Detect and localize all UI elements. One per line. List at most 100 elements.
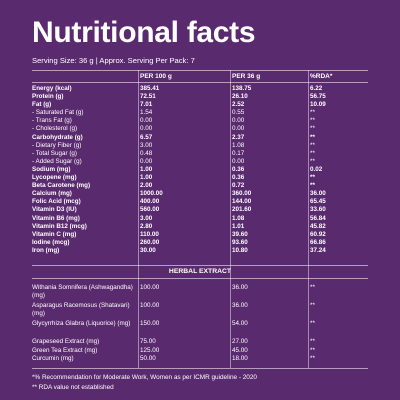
nutrient-name: - Saturated Fat (g) — [32, 109, 84, 117]
per-36g-value: 0.17 — [232, 149, 245, 157]
table-row: Vitamin D3 (IU) 560.00 201.60 33.60 — [32, 206, 368, 214]
rda-value: ** — [310, 109, 315, 117]
per-100g-value: 30.00 — [140, 246, 156, 254]
nutrient-name: Folic Acid (mcg) — [32, 198, 81, 206]
table-row: - Total Sugar (g) 0.48 0.17 ** — [32, 150, 368, 158]
per-100g-value: 50.00 — [140, 355, 156, 363]
per-36g-value: 0.36 — [232, 165, 245, 173]
rda-value: 6.22 — [310, 85, 323, 92]
column-divider — [230, 70, 231, 368]
per-36g-value: 0.00 — [232, 157, 245, 165]
header-nutrient — [32, 71, 140, 82]
herbal-name: Grapeseed Extract (mg) — [32, 338, 100, 345]
per-100g-value: 0.00 — [140, 125, 153, 133]
herbal-name: Curcumin (mg) — [32, 355, 74, 363]
herbal-name: Green Tea Extract (mg) — [32, 346, 98, 354]
rda-value: 37.24 — [310, 246, 326, 254]
herbal-name: Glycyrrhiza Glabra (Liquorice) (mg) — [32, 320, 131, 327]
rda-value: 33.60 — [310, 206, 326, 214]
table-row: Vitamin C (mg) 110.00 39.60 60.92 — [32, 231, 368, 239]
nutrient-name: - Total Sugar (g) — [32, 149, 78, 157]
per-100g-value: 110.00 — [140, 230, 159, 238]
per-100g-value: 260.00 — [140, 238, 160, 246]
per-36g-value: 360.00 — [232, 190, 252, 198]
nutrient-name: - Cholesterol (g) — [32, 125, 78, 133]
per-100g-value: 3.00 — [140, 141, 153, 149]
per-36g-value: 1.08 — [232, 141, 245, 149]
herbal-extract-heading: HERBAL EXTRACT — [32, 265, 368, 279]
per-36g-value: 2.37 — [232, 133, 245, 141]
nutrient-name: Vitamin C (mg) — [32, 230, 77, 238]
per-36g-value: 27.00 — [232, 338, 248, 345]
per-36g-value: 36.00 — [232, 302, 248, 309]
per-100g-value: 1.00 — [140, 174, 153, 182]
per-36g-value: 144.00 — [232, 198, 252, 206]
per-36g-value: 93.60 — [232, 238, 248, 246]
rda-value: ** — [310, 157, 315, 165]
nutrient-name: Fat (g) — [32, 101, 52, 109]
table-row: - Dietary Fiber (g) 3.00 1.08 ** — [32, 142, 368, 150]
rda-value: 56.84 — [310, 214, 326, 222]
table-header: PER 100 g PER 36 g %RDA* — [32, 70, 368, 83]
per-36g-value: 1.01 — [232, 222, 245, 230]
nutrient-name: Vitamin B12 (mcg) — [32, 222, 87, 230]
column-divider — [138, 70, 139, 368]
table-row: Sodium (mg) 1.00 0.36 0.02 — [32, 166, 368, 174]
table-row: Beta Carotene (mg) 2.00 0.72 ** — [32, 182, 368, 190]
herbal-name: Asparagus Racemosus (Shatavari) (mg) — [32, 302, 130, 318]
rda-value: ** — [310, 338, 315, 345]
rda-value: ** — [310, 141, 315, 149]
header-rda: %RDA* — [310, 73, 333, 80]
serving-info: Serving Size: 36 g | Approx. Serving Per… — [32, 56, 195, 65]
per-100g-value: 2.00 — [140, 182, 153, 190]
rda-value: 10.09 — [310, 101, 326, 109]
per-100g-value: 100.00 — [140, 302, 160, 309]
herbal-rows: Withania Somnifera (Ashwagandha) (mg) 100… — [32, 284, 368, 364]
header-per-100g: PER 100 g — [140, 73, 172, 80]
rda-value: ** — [310, 133, 315, 141]
nutrient-name: - Dietary Fiber (g) — [32, 141, 82, 149]
footnote-rda: *% Recommendation for Moderate Work, Wom… — [32, 374, 257, 381]
footer-divider — [32, 368, 368, 369]
herbal-row: Glycyrrhiza Glabra (Liquorice) (mg) 150.0… — [32, 320, 368, 338]
rda-value: ** — [310, 149, 315, 157]
per-100g-value: 1000.00 — [140, 190, 163, 198]
table-row: Calcium (mg) 1000.00 360.00 36.00 — [32, 190, 368, 198]
per-100g-value: 100.00 — [140, 284, 160, 291]
nutrient-name: Beta Carotene (mg) — [32, 182, 91, 190]
per-36g-value: 1.08 — [232, 214, 245, 222]
rda-value: 66.86 — [310, 238, 326, 246]
herbal-row: Grapeseed Extract (mg) 75.00 27.00 ** — [32, 338, 368, 347]
nutrient-name: Carbohydrate (g) — [32, 133, 83, 141]
per-100g-value: 0.48 — [140, 149, 153, 157]
herbal-name: Withania Somnifera (Ashwagandha) (mg) — [32, 284, 133, 300]
rda-value: 56.75 — [310, 93, 326, 101]
nutrient-name: Protein (g) — [32, 93, 64, 101]
header-per-36g: PER 36 g — [232, 73, 261, 80]
rda-value: ** — [310, 117, 315, 125]
per-100g-value: 400.00 — [140, 198, 160, 206]
table-row: Vitamin B6 (mg) 3.00 1.08 56.84 — [32, 215, 368, 223]
rda-value: 65.45 — [310, 198, 326, 206]
per-36g-value: 0.00 — [232, 125, 245, 133]
rda-value: ** — [310, 182, 315, 190]
per-36g-value: 39.60 — [232, 230, 248, 238]
table-row: Iron (mg) 30.00 10.80 37.24 — [32, 247, 368, 255]
rda-value: ** — [310, 346, 315, 354]
table-row: Iodine (mcg) 260.00 93.60 66.86 — [32, 239, 368, 247]
nutrient-name: Iodine (mcg) — [32, 238, 70, 246]
per-36g-value: 2.52 — [232, 101, 245, 109]
nutrient-name: - Trans Fat (g) — [32, 117, 72, 125]
nutrient-name: Energy (kcal) — [32, 85, 72, 92]
nutrient-name: Vitamin B6 (mg) — [32, 214, 80, 222]
nutrient-name: Calcium (mg) — [32, 190, 72, 198]
herbal-row: Curcumin (mg) 50.00 18.00 ** — [32, 355, 368, 364]
per-36g-value: 45.00 — [232, 346, 248, 354]
per-100g-value: 385.41 — [140, 85, 160, 92]
herbal-row: Asparagus Racemosus (Shatavari) (mg) 100.… — [32, 302, 368, 320]
rda-value: ** — [310, 174, 315, 182]
table-row: - Added Sugar (g) 0.00 0.00 ** — [32, 158, 368, 166]
nutrient-name: Vitamin D3 (IU) — [32, 206, 77, 214]
per-100g-value: 72.51 — [140, 93, 156, 101]
rda-value: ** — [310, 284, 315, 291]
